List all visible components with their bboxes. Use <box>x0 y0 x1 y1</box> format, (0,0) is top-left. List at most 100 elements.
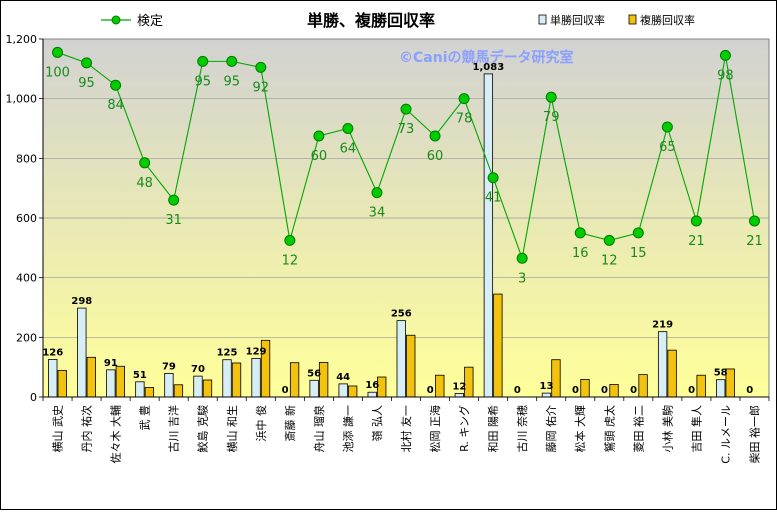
bar-value-label: 256 <box>391 309 412 320</box>
bar-fukusho <box>289 362 300 398</box>
line-point-label: 79 <box>543 110 560 125</box>
line-point <box>226 55 238 67</box>
y-tick-label: 1,000 <box>6 93 38 106</box>
line-point-label: 60 <box>427 149 444 164</box>
line-point <box>81 57 93 69</box>
bar-tansho <box>135 381 145 398</box>
line-point <box>748 215 760 227</box>
bar-fukusho <box>57 370 67 398</box>
y-tick-label: 200 <box>16 331 37 344</box>
bar-fukusho <box>202 379 213 398</box>
line-point <box>168 194 180 206</box>
bar-tansho <box>541 392 552 398</box>
bar-tansho <box>483 73 494 398</box>
y-tick-label: 600 <box>16 212 37 225</box>
line-point-label: 12 <box>601 253 618 268</box>
line-point-label: 95 <box>78 76 95 91</box>
x-tick-label: 武 豊 <box>139 405 152 431</box>
line-point <box>661 121 673 133</box>
legend-bar2-swatch <box>628 14 637 25</box>
line-series <box>52 46 760 264</box>
x-tick-label: 吉田 隼人 <box>689 405 703 453</box>
watermark: ©Caniの競馬データ研究室 <box>399 49 574 66</box>
bar-tansho <box>454 393 464 398</box>
line-point-label: 16 <box>572 246 589 261</box>
x-tick-label: 古川 吉洋 <box>167 405 181 453</box>
bar-value-label: 1,083 <box>473 62 505 73</box>
line-point-label: 48 <box>136 176 153 191</box>
bar-fukusho <box>696 374 706 398</box>
bar-tansho <box>193 375 203 398</box>
x-tick-label: 菱田 裕二 <box>632 405 645 453</box>
bar-value-label: 0 <box>630 385 637 396</box>
watermark-group: ©Caniの競馬データ研究室 <box>399 49 574 66</box>
x-tick-label: 柴田 裕一郎 <box>747 405 761 464</box>
bar-fukusho <box>609 384 619 398</box>
line-point <box>429 130 441 142</box>
bar-fukusho <box>173 384 184 398</box>
line-point-label: 65 <box>659 140 676 155</box>
x-tick-label: 浜中 俊 <box>254 405 268 442</box>
line-point <box>487 172 499 184</box>
bar-value-label: 0 <box>746 385 753 396</box>
line-point <box>516 252 528 264</box>
bar-value-label: 91 <box>104 358 118 369</box>
bar-value-label: 125 <box>217 348 238 359</box>
line-point-label: 92 <box>253 80 270 95</box>
x-tick-label: 嶺 弘人 <box>371 405 384 442</box>
y-axis: 0 200 400 600 800 1,000 1,200 <box>6 33 44 404</box>
line-point <box>197 55 209 67</box>
x-tick-label: 舟山 瑠泉 <box>312 405 326 453</box>
bar-tansho <box>106 369 116 398</box>
line-point <box>342 123 354 134</box>
bar-value-label: 126 <box>42 347 63 358</box>
bar-tansho <box>367 391 377 398</box>
line-point-label: 73 <box>398 122 415 137</box>
line-point <box>632 227 644 239</box>
bar-value-label: 0 <box>572 385 579 396</box>
line-point <box>719 49 731 61</box>
data-labels: 126 298 91 51 79 70 125 129 0 56 44 16 256 0 12 1,083 0 1… <box>42 62 762 396</box>
bar-tansho <box>338 383 348 398</box>
line-point-label: 41 <box>485 191 502 206</box>
bar-tansho <box>657 331 668 398</box>
bar-value-label: 219 <box>652 320 673 331</box>
line-point-label: 21 <box>746 234 763 249</box>
line-point-label: 21 <box>688 234 705 249</box>
line-point-label: 31 <box>165 213 182 228</box>
bar-fukusho <box>144 387 155 398</box>
bar-fukusho <box>86 356 96 398</box>
line-point-label: 34 <box>369 206 386 221</box>
x-tick-label: C. ルメール <box>719 405 732 464</box>
bar-value-label: 51 <box>133 370 147 381</box>
gridlines <box>43 98 769 338</box>
bar-fukusho <box>435 374 445 398</box>
line-point <box>545 91 557 103</box>
line-point-label: 84 <box>107 98 124 113</box>
line-point <box>139 157 151 169</box>
bar-value-label: 298 <box>71 296 92 307</box>
chart-title: 単勝、複勝回収率 <box>307 11 435 30</box>
bar-value-label: 0 <box>601 385 608 396</box>
line-point <box>574 227 586 239</box>
legend-line-marker <box>111 15 121 25</box>
bar-fukusho <box>406 334 416 398</box>
x-tick-label: R. キング <box>457 405 471 452</box>
bar-tansho <box>396 320 406 398</box>
bar-value-label: 13 <box>539 381 553 392</box>
bar-value-label: 0 <box>282 385 289 396</box>
bar-tansho <box>222 359 232 398</box>
x-tick-label: 鮫島 克駿 <box>196 405 210 453</box>
line-point-label: 95 <box>223 74 240 89</box>
bar-fukusho <box>493 293 503 398</box>
bar-tansho <box>251 358 261 398</box>
bar-tansho <box>48 359 58 398</box>
x-tick-label: 斎藤 新 <box>283 405 297 442</box>
legend-bar1-label: 単勝回収率 <box>550 13 605 27</box>
line-point <box>371 187 383 199</box>
line-point <box>690 215 702 227</box>
legend-bar1-swatch <box>538 14 547 25</box>
line-point-label: 78 <box>456 112 473 127</box>
